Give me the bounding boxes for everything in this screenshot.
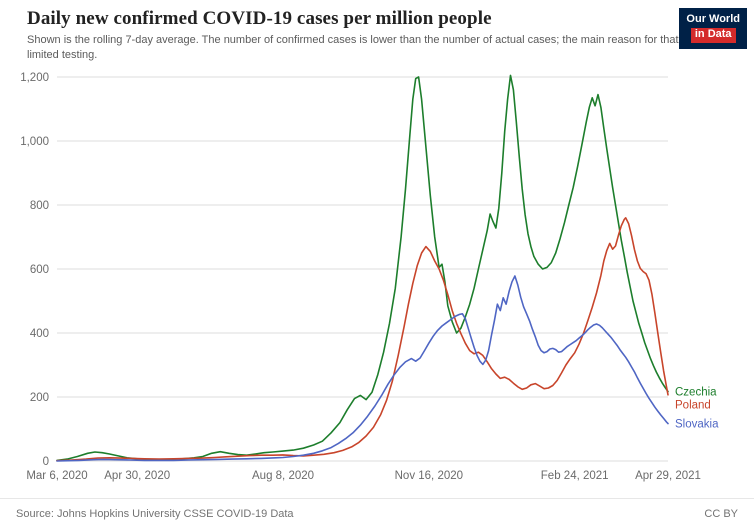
x-tick-label: Apr 29, 2021 <box>635 470 701 482</box>
y-tick-label: 1,000 <box>20 136 49 148</box>
chart-subtitle: Shown is the rolling 7-day average. The … <box>27 34 690 61</box>
x-tick-label: Apr 30, 2020 <box>104 470 170 482</box>
series-line-czechia[interactable] <box>56 74 669 462</box>
series-label-czechia[interactable]: Czechia <box>675 386 717 398</box>
chart-title: Daily new confirmed COVID-19 cases per m… <box>27 8 492 29</box>
x-tick-label: Nov 16, 2020 <box>395 470 463 482</box>
footer-license[interactable]: CC BY <box>704 508 738 520</box>
y-tick-label: 200 <box>30 392 49 404</box>
chart-header: Daily new confirmed COVID-19 cases per m… <box>0 0 754 63</box>
x-tick-label: Aug 8, 2020 <box>252 470 314 482</box>
x-tick-label: Mar 6, 2020 <box>26 470 87 482</box>
y-tick-label: 600 <box>30 264 49 276</box>
y-tick-label: 400 <box>30 328 49 340</box>
owid-logo-accent: in Data <box>690 27 736 43</box>
series-line-slovakia[interactable] <box>56 275 669 462</box>
chart-area: 0 200 400 600 800 1,000 1,200 Mar 6, 2020 Apr 30… <box>0 63 754 493</box>
y-tick-label: 800 <box>30 200 49 212</box>
chart-canvas[interactable]: 0 200 400 600 800 1,000 1,200 Mar 6, 2020 Apr 30… <box>0 63 754 493</box>
x-tick-label: Feb 24, 2021 <box>541 470 609 482</box>
y-tick-label: 1,200 <box>20 72 49 84</box>
series-label-slovakia[interactable]: Slovakia <box>675 418 719 430</box>
owid-logo[interactable]: Our World in Data <box>679 8 747 49</box>
owid-logo-line1: Our World <box>686 13 740 25</box>
series-line-poland[interactable] <box>56 216 669 462</box>
footer-source: Source: Johns Hopkins University CSSE CO… <box>16 508 294 520</box>
chart-footer: Source: Johns Hopkins University CSSE CO… <box>0 498 754 532</box>
series-label-poland[interactable]: Poland <box>675 399 711 411</box>
y-tick-label: 0 <box>43 456 49 468</box>
